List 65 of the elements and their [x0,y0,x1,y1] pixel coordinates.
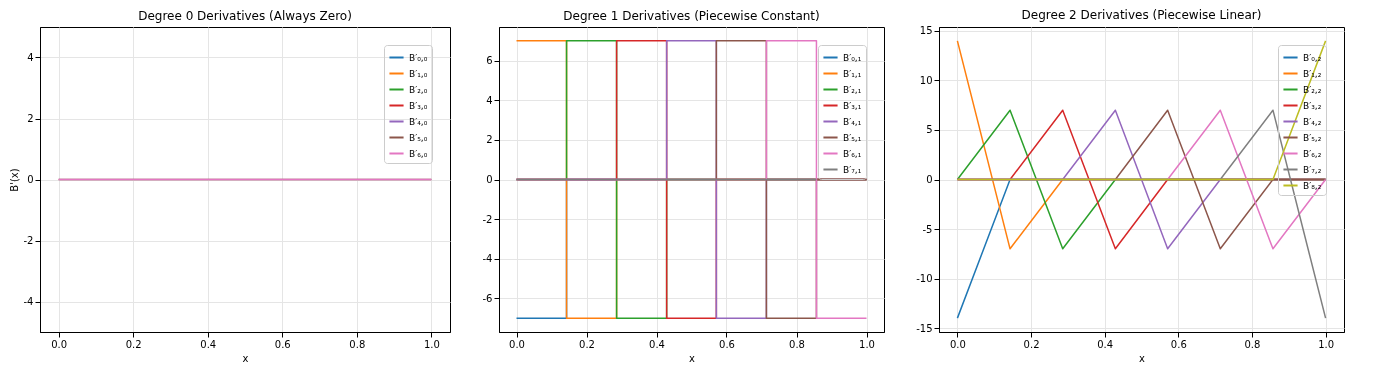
y-tick-label: -6 [482,292,493,304]
legend-label: B′₅,₀ [409,132,428,143]
y-tick-label: 0 [926,174,933,185]
chart-title: Degree 2 Derivatives (Piecewise Linear) [1021,7,1262,22]
y-tick-label: -10 [916,273,933,285]
legend-label: B′₆,₀ [409,148,428,159]
legend-label: B′₃,₀ [409,100,428,111]
legend-label: B′₇,₁ [843,164,862,175]
x-tick-label: 0.8 [789,338,805,350]
x-tick-label: 1.0 [423,338,440,350]
y-tick-label: 2 [486,134,493,146]
x-tick-label: 0.2 [125,338,142,350]
legend-label: B′₂,₀ [409,84,428,95]
y-tick-label: 0 [27,174,34,185]
x-tick-label: 0.2 [1023,338,1040,350]
x-tick-label: 0.6 [274,338,291,350]
x-tick-label: 0.2 [579,338,595,350]
y-tick-label: -4 [482,253,493,265]
legend-label: B′₇,₂ [1303,164,1322,175]
x-tick-label: 1.0 [859,338,875,350]
y-tick-label: -5 [922,223,933,235]
x-tick-label: 0.4 [649,338,665,350]
legend-label: B′₈,₂ [1303,180,1322,191]
legend-label: B′₂,₁ [843,84,862,95]
legend-label: B′₀,₁ [843,52,862,63]
y-tick-label: -2 [482,213,493,225]
y-tick-label: 6 [486,55,493,67]
x-tick-label: 0.4 [1097,338,1114,350]
y-tick-label: 10 [919,74,933,86]
y-tick-label: 4 [486,94,493,106]
legend-label: B′₄,₁ [843,116,862,127]
legend-label: B′₄,₀ [409,116,428,127]
legend-label: B′₃,₁ [843,100,862,111]
x-axis-title: x [242,352,249,364]
legend-label: B′₁,₀ [409,68,428,79]
x-tick-label: 1.0 [1318,338,1335,350]
x-tick-label: 0.4 [200,338,217,350]
x-tick-label: 0.8 [349,338,366,350]
y-tick-label: 0 [486,174,493,185]
legend-label: B′₃,₂ [1303,100,1322,111]
x-axis-title: x [1139,352,1146,364]
x-tick-label: 0.0 [51,338,68,350]
legend-label: B′₅,₁ [843,132,862,143]
y-tick-label: 5 [926,124,933,136]
legend-label: B′₅,₂ [1303,132,1322,143]
x-tick-label: 0.6 [1170,338,1187,350]
x-tick-label: 0.0 [509,338,525,350]
legend-label: B′₆,₂ [1303,148,1322,159]
y-tick-label: -15 [916,322,933,334]
y-tick-label: 2 [27,113,34,124]
y-axis-title: B'(x) [8,168,20,192]
y-tick-label: -2 [23,235,34,246]
x-tick-label: 0.0 [949,338,966,350]
x-tick-label: 0.8 [1244,338,1261,350]
legend-label: B′₄,₂ [1303,116,1322,127]
legend-label: B′₀,₀ [409,52,428,63]
legend-label: B′₆,₁ [843,148,862,159]
x-tick-label: 0.6 [719,338,735,350]
chart-title: Degree 0 Derivatives (Always Zero) [138,9,352,23]
y-tick-label: 4 [27,52,34,63]
y-tick-label: 15 [919,25,933,37]
y-tick-label: -4 [23,296,34,307]
chart-title: Degree 1 Derivatives (Piecewise Constant) [563,9,820,23]
legend-label: B′₁,₁ [843,68,862,79]
x-axis-title: x [689,352,696,364]
